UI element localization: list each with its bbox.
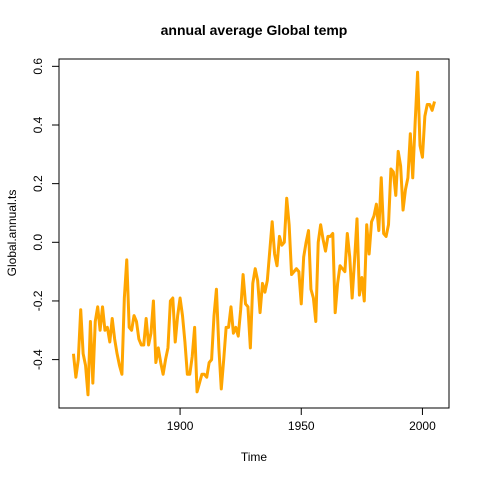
x-tick-label: 2000 (409, 419, 436, 433)
x-axis-label: Time (241, 450, 268, 464)
x-tick-label: 1950 (288, 419, 315, 433)
y-tick-label: 0.6 (31, 58, 45, 75)
y-tick-label: 0.4 (31, 116, 45, 133)
y-tick-label: -0.2 (31, 290, 45, 311)
temp-line (71, 70, 437, 397)
y-axis-label: Global.annual.ts (5, 190, 19, 277)
y-tick-label: -0.4 (31, 349, 45, 370)
y-tick-label: 0.2 (31, 175, 45, 192)
y-tick-label: 0.0 (31, 234, 45, 251)
chart-title: annual average Global temp (161, 22, 348, 38)
x-tick-label: 1900 (167, 419, 194, 433)
